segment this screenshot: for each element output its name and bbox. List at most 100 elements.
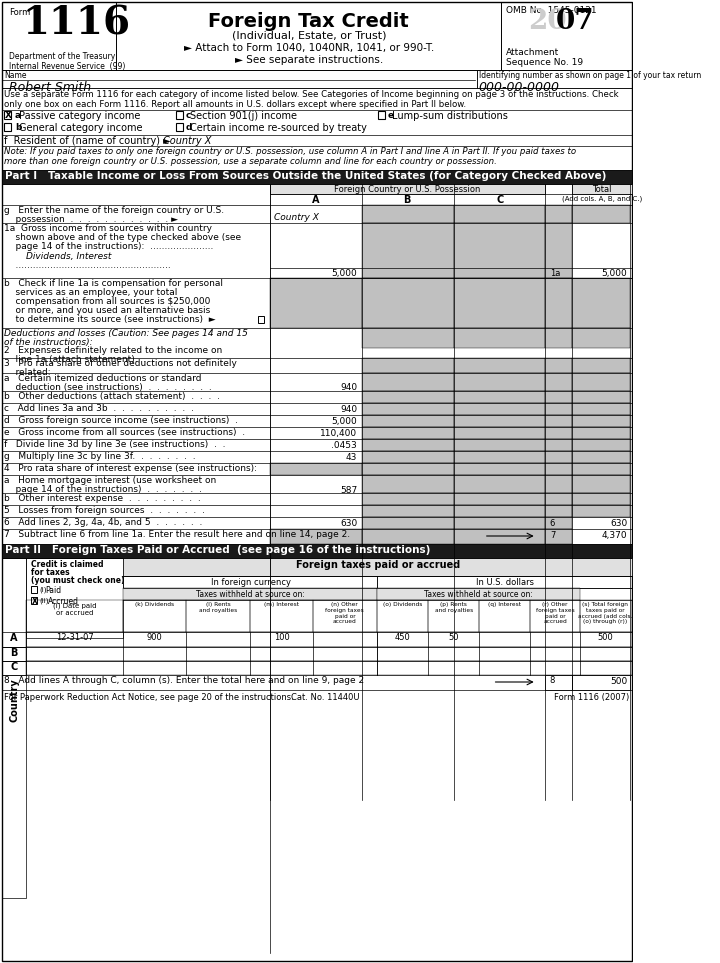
Bar	[1, 661, 27, 675]
Text: Taxes withheld at source on:: Taxes withheld at source on:	[424, 590, 533, 599]
Text: 12-31-07: 12-31-07	[56, 633, 94, 642]
Text: 000-00-0000: 000-00-0000	[479, 81, 559, 94]
Text: 5,000: 5,000	[331, 269, 357, 278]
Text: or more, and you used an alternative basis: or more, and you used an alternative bas…	[4, 306, 211, 315]
Text: ► Attach to Form 1040, 1040NR, 1041, or 990-T.: ► Attach to Form 1040, 1040NR, 1041, or …	[184, 43, 434, 53]
Bar	[531, 600, 580, 632]
Text: B: B	[10, 648, 18, 658]
Bar	[123, 576, 377, 588]
Bar	[546, 403, 572, 415]
Text: Foreign Tax Credit: Foreign Tax Credit	[208, 12, 409, 31]
Text: 7: 7	[550, 531, 555, 540]
Text: 500: 500	[598, 633, 613, 642]
Bar	[572, 427, 630, 439]
Bar	[270, 463, 361, 475]
Text: shown above and of the type checked above (see: shown above and of the type checked abov…	[4, 233, 241, 242]
Bar	[454, 505, 546, 517]
Bar	[546, 278, 572, 328]
Bar	[572, 475, 630, 493]
Text: 4   Pro rata share of interest expense (see instructions):: 4 Pro rata share of interest expense (se…	[4, 464, 257, 473]
Text: g   Enter the name of the foreign country or U.S.: g Enter the name of the foreign country …	[4, 206, 225, 215]
Bar	[377, 588, 580, 600]
Text: Certain income re-sourced by treaty: Certain income re-sourced by treaty	[190, 123, 367, 133]
Bar	[313, 600, 377, 632]
Text: (i): (i)	[40, 586, 47, 592]
Text: 5,000: 5,000	[331, 417, 357, 426]
Bar	[361, 373, 454, 391]
Bar	[27, 661, 631, 675]
Bar	[546, 517, 572, 529]
Bar	[572, 358, 630, 373]
Text: (Add cols. A, B, and C.): (Add cols. A, B, and C.)	[562, 195, 642, 201]
Bar	[454, 451, 546, 463]
Bar	[250, 600, 313, 632]
Bar	[1, 70, 477, 88]
Bar	[361, 463, 454, 475]
Bar	[454, 205, 546, 223]
Bar	[454, 391, 546, 403]
Text: X: X	[32, 597, 37, 606]
Bar	[546, 463, 572, 475]
Text: 500: 500	[610, 677, 627, 686]
Text: .0453: .0453	[331, 441, 357, 450]
Text: ......................................................: ........................................…	[4, 261, 171, 270]
Text: (s) Total foreign
taxes paid or
accrued (add cols.
(o) through (r)): (s) Total foreign taxes paid or accrued …	[578, 602, 632, 624]
Bar	[270, 278, 361, 328]
Bar	[454, 328, 546, 348]
Bar	[572, 205, 630, 223]
Bar	[4, 123, 12, 131]
Bar	[428, 600, 480, 632]
Bar	[27, 647, 631, 661]
Text: possession  .  .  .  .  .  .  .  .  .  .  .  . ►: possession . . . . . . . . . . . . ►	[4, 215, 179, 224]
Text: B: B	[404, 195, 411, 205]
Bar	[361, 415, 454, 427]
Text: (n) Other
foreign taxes
paid or
accrued: (n) Other foreign taxes paid or accrued	[325, 602, 364, 624]
Text: of the instructions):: of the instructions):	[4, 338, 93, 347]
Text: ► See separate instructions.: ► See separate instructions.	[235, 55, 383, 65]
Bar	[480, 600, 531, 632]
Text: Deductions and losses (Caution: See pages 14 and 15: Deductions and losses (Caution: See page…	[4, 329, 248, 338]
Bar	[546, 205, 572, 223]
Bar	[546, 373, 572, 391]
Bar	[454, 427, 546, 439]
Bar	[176, 111, 183, 119]
Bar	[4, 111, 12, 119]
Text: Form 1116 (2007): Form 1116 (2007)	[554, 693, 629, 702]
Bar	[572, 493, 630, 505]
Bar	[361, 427, 454, 439]
Text: (Individual, Estate, or Trust): (Individual, Estate, or Trust)	[232, 30, 386, 40]
Bar	[1, 2, 116, 70]
Text: 6: 6	[550, 519, 555, 528]
Text: a   Home mortgage interest (use worksheet on: a Home mortgage interest (use worksheet …	[4, 476, 217, 485]
Bar	[123, 600, 186, 632]
Text: 07: 07	[556, 8, 595, 35]
Text: for taxes: for taxes	[31, 568, 69, 577]
Bar	[546, 475, 572, 493]
Bar	[454, 475, 546, 493]
Text: Total: Total	[592, 185, 611, 194]
Text: Taxes withheld at source on:: Taxes withheld at source on:	[197, 590, 305, 599]
Bar	[361, 505, 454, 517]
Text: 940: 940	[340, 405, 357, 414]
Bar	[1, 632, 27, 647]
Text: compensation from all sources is $250,000: compensation from all sources is $250,00…	[4, 297, 211, 306]
Bar	[477, 70, 631, 88]
Text: C: C	[496, 195, 503, 205]
Text: 1a: 1a	[550, 269, 560, 278]
Text: C: C	[11, 662, 18, 672]
Bar	[1, 558, 27, 898]
Text: Form: Form	[9, 8, 30, 17]
Text: 4,370: 4,370	[602, 531, 627, 540]
Bar	[454, 403, 546, 415]
Text: f   Divide line 3d by line 3e (see instructions)  .  .: f Divide line 3d by line 3e (see instruc…	[4, 440, 226, 449]
Text: f  Resident of (name of country) ►: f Resident of (name of country) ►	[4, 136, 171, 146]
Bar	[546, 391, 572, 403]
Bar	[572, 415, 630, 427]
Bar	[361, 451, 454, 463]
Text: A: A	[312, 195, 320, 205]
Bar	[572, 373, 630, 391]
Text: OMB No. 1545-0121: OMB No. 1545-0121	[506, 6, 596, 15]
Text: General category income: General category income	[19, 123, 143, 133]
Bar	[454, 517, 546, 529]
Text: 7   Subtract line 6 from line 1a. Enter the result here and on line 14, page 2.: 7 Subtract line 6 from line 1a. Enter th…	[4, 530, 351, 539]
